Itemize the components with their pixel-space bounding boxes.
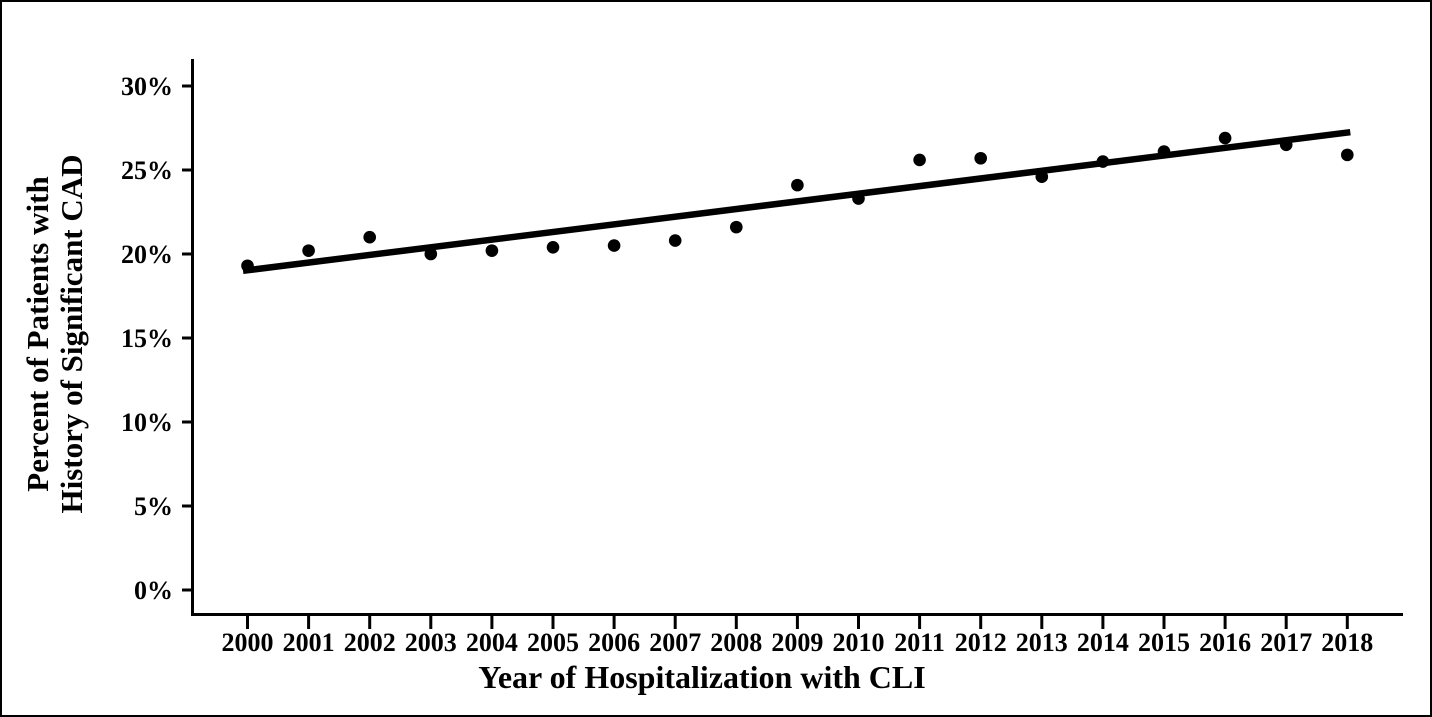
y-tick-label: 5% bbox=[134, 492, 173, 521]
x-tick-label: 2007 bbox=[649, 628, 701, 657]
data-point bbox=[1279, 138, 1293, 152]
data-point bbox=[1035, 170, 1049, 184]
trendline bbox=[242, 128, 1351, 275]
x-axis: 2000 2001 2002 2003 2004 2005 2006 2007 2008 2009… bbox=[191, 613, 1403, 657]
data-point bbox=[1157, 145, 1171, 158]
x-tick-label: 2009 bbox=[771, 628, 823, 657]
x-tick-label: 2008 bbox=[710, 628, 762, 657]
y-tick-label: 30% bbox=[121, 72, 173, 101]
data-point bbox=[730, 220, 743, 234]
x-tick-label: 2013 bbox=[1016, 628, 1068, 657]
data-point bbox=[424, 247, 438, 261]
data-point bbox=[302, 244, 315, 257]
x-tick-label: 2014 bbox=[1077, 628, 1129, 657]
data-point bbox=[546, 240, 560, 254]
x-tick-label: 2001 bbox=[283, 628, 335, 657]
data-point bbox=[913, 153, 926, 167]
scatter-points bbox=[241, 131, 1354, 273]
y-axis-title-line2: History of Significant CAD bbox=[54, 154, 89, 513]
y-axis-title-line1: Percent of Patients with bbox=[20, 176, 55, 491]
data-point bbox=[668, 234, 682, 247]
x-tick-label: 2010 bbox=[833, 628, 885, 657]
data-point bbox=[1218, 131, 1232, 145]
x-tick-label: 2011 bbox=[894, 628, 945, 657]
y-tick-label: 10% bbox=[121, 408, 173, 437]
y-tick-label: 25% bbox=[121, 156, 173, 185]
data-point bbox=[1341, 148, 1354, 162]
data-point bbox=[1096, 155, 1110, 168]
x-tick-label: 2004 bbox=[466, 628, 518, 657]
y-tick-label: 0% bbox=[134, 576, 173, 605]
y-axis: 0% 5% 10% 15% 20% 25% 30% bbox=[121, 59, 194, 616]
x-tick-label: 2003 bbox=[405, 628, 457, 657]
y-axis-title: Percent of Patients with History of Sign… bbox=[20, 154, 89, 513]
x-tick-label: 2018 bbox=[1321, 628, 1373, 657]
data-point bbox=[241, 259, 254, 273]
y-axis-ticks: 0% 5% 10% 15% 20% 25% 30% bbox=[121, 72, 193, 605]
data-point bbox=[974, 151, 987, 165]
x-tick-label: 2012 bbox=[955, 628, 1007, 657]
data-point bbox=[607, 239, 621, 252]
data-point bbox=[791, 178, 804, 192]
x-tick-label: 2015 bbox=[1138, 628, 1190, 657]
y-tick-label: 15% bbox=[121, 324, 173, 353]
data-point bbox=[852, 192, 865, 205]
x-tick-label: 2017 bbox=[1260, 628, 1312, 657]
data-point bbox=[363, 230, 377, 244]
data-point bbox=[485, 244, 499, 257]
x-tick-label: 2000 bbox=[222, 628, 274, 657]
x-tick-label: 2006 bbox=[588, 628, 640, 657]
x-axis-ticks: 2000 2001 2002 2003 2004 2005 2006 2007 2008 2009… bbox=[222, 614, 1373, 657]
x-axis-title: Year of Hospitalization with CLI bbox=[478, 659, 925, 695]
x-tick-label: 2016 bbox=[1199, 628, 1251, 657]
x-tick-label: 2002 bbox=[344, 628, 396, 657]
y-tick-label: 20% bbox=[121, 240, 173, 269]
x-tick-label: 2005 bbox=[527, 628, 579, 657]
